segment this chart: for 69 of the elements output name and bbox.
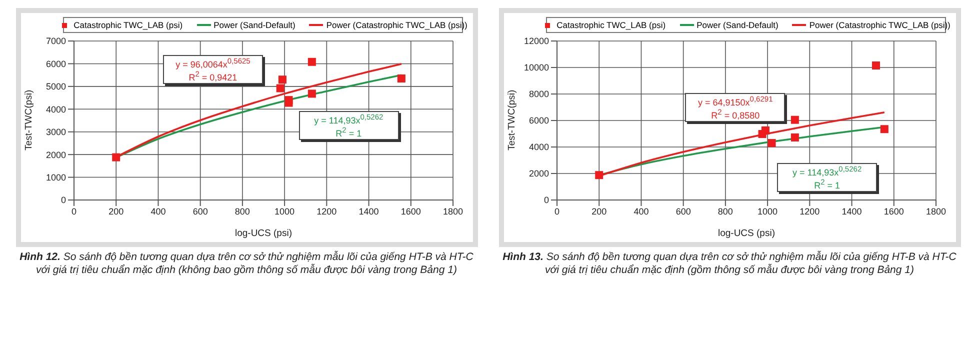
text: Hình 13. So sánh độ bền tương quan dựa trên cơ sở thử nghiệm mẫu lõi của giếng HT-B và HT-C với giá trị tiêu chuẩn mặc định (gồm thông số mẫu được bôi vàng trong Bảng 1) — [502, 250, 958, 277]
x-tick-label: 200 — [591, 206, 606, 216]
x-tick-label: 200 — [108, 206, 124, 216]
y-tick-label: 10000 — [523, 62, 548, 73]
annotation: y = 114,93x$^{0,5262}$ — [792, 163, 862, 178]
point — [594, 171, 603, 180]
point — [278, 76, 286, 84]
point — [276, 84, 284, 92]
y-tick-label: 7000 — [45, 36, 66, 46]
x-tick-label: 1800 — [925, 206, 946, 216]
legend-label: Power (Sand-Default) — [696, 20, 778, 30]
text: Hình 12. So sánh độ bền tương quan dựa trên cơ sở thử nghiệm mẫu lõi của giếng HT-B và HT-C với giá trị tiêu chuẩn mặc định (không bao gồm thông số mẫu được bôi vàng trong Bảng 1) — [18, 250, 474, 277]
point — [880, 125, 888, 134]
y-tick-label: 0 — [60, 195, 66, 206]
y-tick-label: 3000 — [45, 127, 66, 138]
x-tick-label: 1400 — [841, 206, 862, 216]
y-tick-label: 6000 — [45, 58, 66, 69]
x-tick-label: 0 — [554, 206, 560, 216]
point — [767, 139, 776, 148]
x-tick-label: 600 — [192, 206, 208, 216]
x-tick-label: 1200 — [799, 206, 820, 216]
point — [790, 133, 798, 142]
annotation: y = 64,9150x$^{0,6291}$ — [698, 93, 773, 108]
point — [396, 74, 405, 82]
annotation: y = 96,0064x$^{0,5625}$ — [176, 55, 250, 70]
y-tick-label: 0 — [543, 195, 548, 206]
x-tick-label: 1600 — [400, 206, 420, 216]
annotation: y = 114,93x$^{0,5262}$ — [314, 111, 384, 126]
annotation: R$^{2}$ = 0,8580 — [711, 107, 760, 122]
point — [760, 126, 769, 134]
point — [790, 116, 798, 124]
y-tick-label: 6000 — [528, 116, 548, 126]
x-tick-label: 1000 — [757, 206, 778, 216]
x-tick-label: 800 — [717, 206, 732, 216]
y-tick-label: 4000 — [528, 142, 548, 152]
x-tick-label: 1800 — [442, 206, 463, 216]
point — [307, 90, 316, 98]
point — [112, 153, 120, 162]
x-tick-label: 1000 — [274, 206, 294, 216]
y-tick-label: 2000 — [45, 150, 66, 160]
x-tick-label: 1400 — [358, 206, 378, 216]
x-tick-label: 600 — [675, 206, 690, 216]
x-axis-title: log-UCS (psi) — [234, 228, 292, 239]
x-tick-label: 1200 — [316, 206, 336, 216]
y-tick-label: 8000 — [528, 89, 548, 100]
x-tick-label: 1600 — [883, 206, 904, 216]
annotation: R$^{2}$ = 0,9421 — [188, 68, 238, 84]
annotation: R$^{2}$ = 1 — [814, 177, 840, 192]
y-tick-label: 1000 — [45, 172, 66, 182]
legend-label: Power (Catastrophic TWC_LAB (psi)) — [325, 20, 468, 30]
y-axis-title: Test-TWC(psi) — [506, 90, 517, 150]
x-tick-label: 400 — [633, 206, 648, 216]
annotation: R$^{2}$ = 1 — [336, 125, 362, 140]
y-tick-label: 12000 — [523, 36, 548, 46]
legend-label: Power (Catastrophic TWC_LAB (psi)) — [808, 20, 950, 30]
point — [307, 58, 316, 66]
legend-label: Catastrophic TWC_LAB (psi) — [556, 20, 666, 30]
legend-label: Power (Sand-Default) — [212, 20, 296, 30]
y-tick-label: 2000 — [528, 168, 548, 179]
x-tick-label: 400 — [150, 206, 166, 216]
y-axis-title: Test-TWC(psi) — [22, 90, 34, 150]
x-axis-title: log-UCS (psi) — [717, 228, 775, 239]
x-tick-label: 0 — [70, 206, 76, 216]
y-tick-label: 5000 — [45, 82, 66, 92]
y-tick-label: 4000 — [45, 104, 66, 114]
point — [871, 62, 880, 70]
point — [284, 98, 292, 107]
x-tick-label: 800 — [234, 206, 250, 216]
legend-label: Catastrophic TWC_LAB (psi) — [72, 20, 183, 30]
